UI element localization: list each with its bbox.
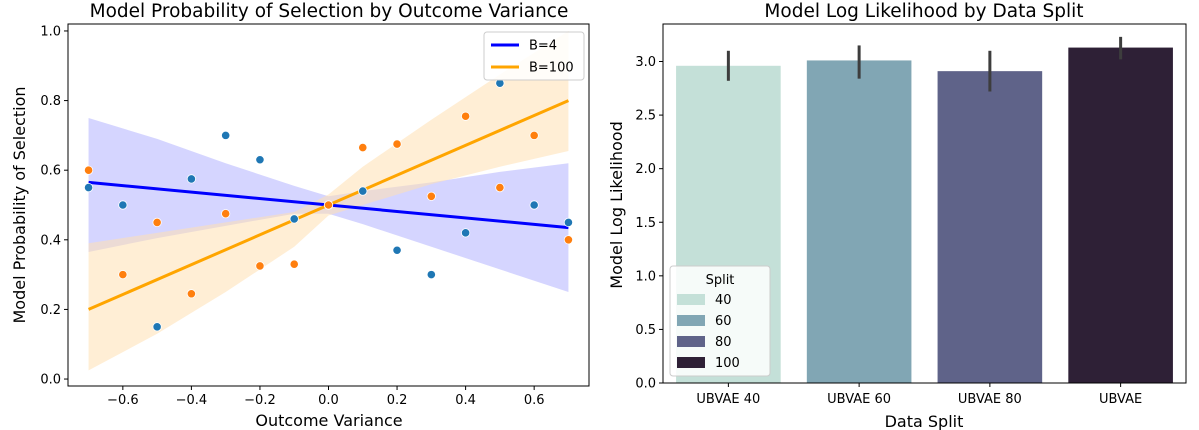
- scatter-point-1-4: [221, 209, 231, 219]
- left-y-tick-label: 0.2: [40, 303, 61, 318]
- left-y-tick-label: 1.0: [40, 24, 61, 39]
- left-y-axis-label: Model Probability of Selection: [10, 86, 29, 323]
- left-x-tick-label: 0.4: [455, 393, 476, 408]
- scatter-point-0-13: [529, 200, 539, 210]
- scatter-point-0-4: [221, 130, 231, 140]
- scatter-point-1-3: [186, 289, 196, 299]
- bar-3: [1068, 47, 1173, 384]
- right-x-tick-label: UBVAE 60: [827, 392, 891, 407]
- scatter-point-1-2: [152, 217, 162, 228]
- scatter-point-1-9: [392, 139, 402, 149]
- left-y-tick-label: 0.4: [40, 233, 61, 248]
- left-x-tick-label: −0.4: [176, 393, 208, 408]
- right-x-tick-label: UBVAE: [1099, 392, 1142, 407]
- right-legend-label-0: 40: [715, 293, 732, 308]
- right-legend-title: Split: [706, 273, 735, 288]
- scatter-point-0-14: [563, 217, 574, 228]
- scatter-point-0-11: [461, 228, 471, 238]
- right-y-tick-label: 1.0: [635, 269, 656, 284]
- right-axes-frame: [662, 23, 1187, 384]
- right-x-axis-label: Data Split: [885, 412, 964, 430]
- scatter-point-1-0: [83, 165, 94, 175]
- scatter-point-1-13: [529, 130, 539, 140]
- left-x-tick-label: −0.2: [244, 393, 276, 408]
- scatter-point-1-11: [461, 111, 471, 121]
- scatter-point-1-5: [255, 261, 265, 271]
- scatter-point-0-9: [392, 245, 402, 255]
- legend-label-1: B=100: [529, 61, 574, 76]
- right-y-tick-label: 0.5: [635, 323, 656, 338]
- legend-swatch-3: [677, 357, 705, 368]
- left-x-axis-label: Outcome Variance: [255, 411, 402, 430]
- right-plot-area: UBVAE 40 UBVAE 60 UBVAE 80 UBVAE 0.0 0.5 1.0 1.…: [635, 23, 1187, 407]
- left-chart-title: Model Probability of Selection by Outcom…: [90, 1, 569, 22]
- scatter-point-0-5: [255, 155, 265, 165]
- scatter-point-0-2: [152, 322, 162, 332]
- scatter-point-0-10: [426, 270, 436, 280]
- bar-1: [806, 60, 912, 383]
- left-plot-area: −0.6 −0.4 −0.2 0.0 0.2 0.4 0.6 0.0 0.2 0.4 0.6 0.8 1…: [40, 23, 590, 408]
- left-y-tick-label: 0.0: [40, 373, 61, 388]
- scatter-point-1-1: [118, 270, 128, 280]
- scatter-point-0-0: [83, 182, 94, 193]
- right-y-axis-label: Model Log Likelihood: [607, 121, 626, 288]
- left-x-tick-label: 0.0: [318, 393, 339, 408]
- scatter-point-0-1: [118, 200, 128, 210]
- left-x-tick-label: 0.2: [387, 393, 408, 408]
- right-y-tick-label: 2.0: [635, 162, 656, 177]
- left-y-tick-label: 0.8: [40, 94, 61, 109]
- legend-label-0: B=4: [529, 39, 557, 54]
- right-x-tick-label: UBVAE 80: [958, 392, 1022, 407]
- right-chart: Model Log Likelihood by Data Split UBVAE…: [607, 1, 1187, 430]
- left-y-tick-label: 0.6: [40, 164, 61, 179]
- right-legend-label-3: 100: [715, 356, 740, 371]
- scatter-point-0-8: [358, 186, 368, 196]
- bar-2: [937, 71, 1043, 384]
- scatter-point-1-12: [495, 182, 505, 193]
- legend-swatch-1: [677, 315, 705, 326]
- right-legend-label-2: 80: [715, 335, 732, 350]
- legend-swatch-2: [677, 336, 705, 347]
- legend-swatch-0: [677, 294, 705, 305]
- left-x-tick-label: 0.6: [524, 393, 545, 408]
- scatter-point-0-3: [186, 174, 196, 184]
- scatter-point-1-10: [426, 191, 436, 201]
- scatter-point-1-6: [289, 259, 299, 269]
- right-y-tick-label: 3.0: [635, 55, 656, 70]
- right-legend-box: [669, 265, 771, 377]
- right-y-tick-label: 0.0: [635, 377, 656, 392]
- right-y-tick-label: 1.5: [635, 216, 656, 231]
- left-chart: Model Probability of Selection by Outcom…: [10, 1, 590, 430]
- scatter-point-0-6: [289, 214, 299, 224]
- scatter-point-1-7: [323, 200, 334, 210]
- scatter-point-1-14: [563, 235, 574, 245]
- right-y-tick-label: 2.5: [635, 109, 656, 124]
- left-x-tick-label: −0.6: [107, 393, 139, 408]
- right-legend-label-1: 60: [715, 314, 732, 329]
- right-chart-title: Model Log Likelihood by Data Split: [764, 1, 1083, 22]
- scatter-point-1-8: [358, 142, 368, 153]
- right-x-tick-label: UBVAE 40: [696, 392, 760, 407]
